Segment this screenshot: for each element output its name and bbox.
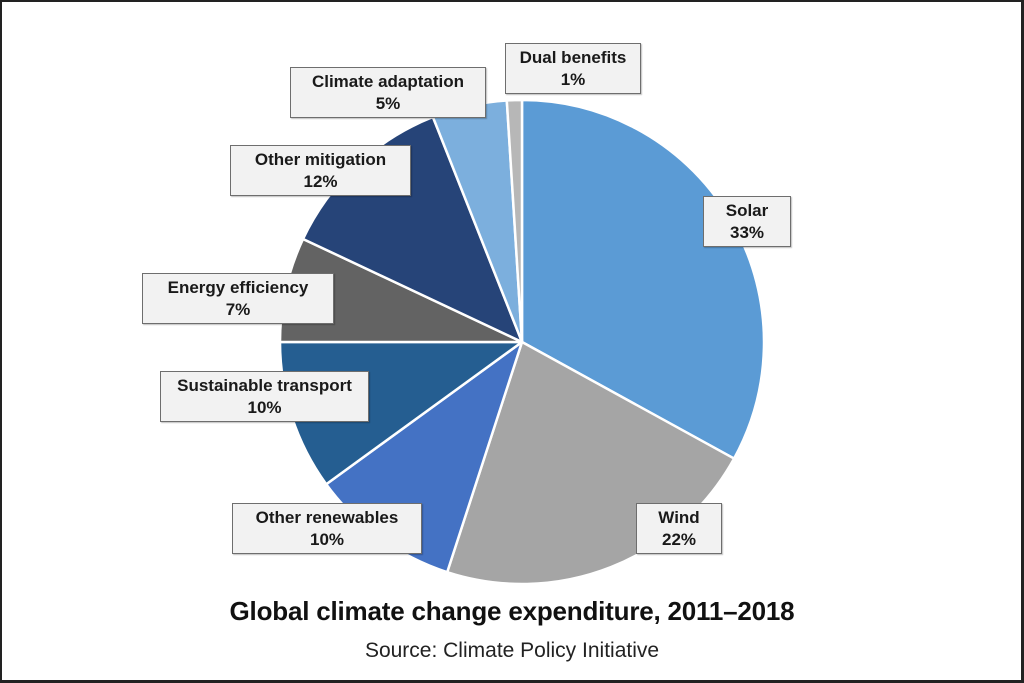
slice-percent: 22% [661,530,697,549]
slice-name: Dual benefits [519,48,627,67]
slice-percent: 1% [560,70,586,89]
data-label-energy-efficiency: Energy efficiency 7% [142,273,334,324]
chart-title: Global climate change expenditure, 2011–… [229,596,795,626]
slice-percent: 10% [309,530,345,549]
slice-name: Sustainable transport [177,376,352,395]
slice-percent: 7% [225,300,251,319]
slice-name: Energy efficiency [167,278,309,297]
slice-percent: 10% [247,398,282,417]
data-label-other-mitigation: Other mitigation 12% [230,145,411,196]
chart-source: Source: Climate Policy Initiative [364,639,660,662]
data-label-sustainable-transport: Sustainable transport 10% [160,371,369,422]
data-label-dual-benefits: Dual benefits 1% [505,43,641,94]
slice-percent: 12% [303,172,338,191]
data-label-solar: Solar 33% [703,196,791,247]
slice-name: Other renewables [255,508,399,527]
slice-percent: 5% [375,94,401,113]
slice-percent: 33% [729,223,765,242]
pie-slice-dual-benefits [505,98,524,344]
data-label-other-renewables: Other renewables 10% [232,503,422,554]
slice-name: Wind [658,508,700,527]
slice-name: Solar [725,201,769,220]
data-label-wind: Wind 22% [636,503,722,554]
data-label-climate-adaptation: Climate adaptation 5% [290,67,486,118]
slice-name: Climate adaptation [311,72,465,91]
slice-name: Other mitigation [254,150,387,169]
